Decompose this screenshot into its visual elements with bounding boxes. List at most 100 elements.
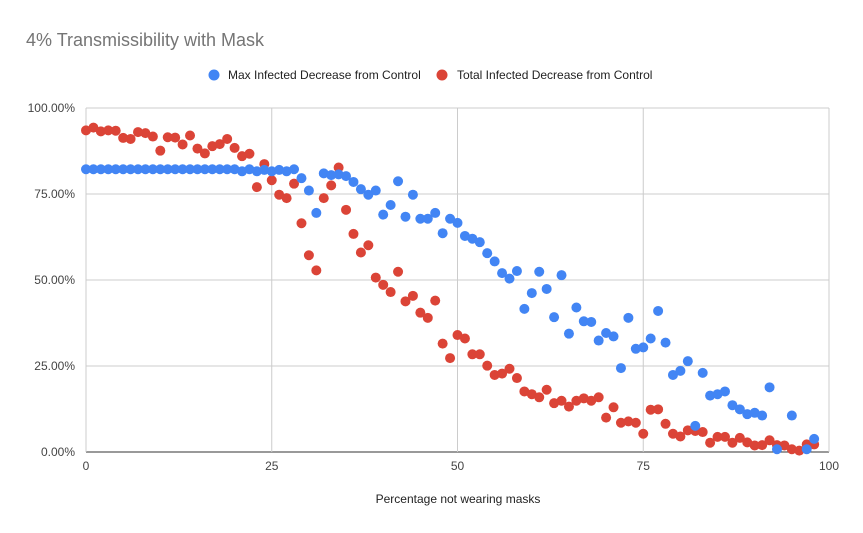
total-infected-point <box>318 193 329 204</box>
total-infected-point <box>497 368 508 379</box>
total-infected-point <box>727 437 738 448</box>
total-infected-point <box>311 265 322 276</box>
total-infected-point <box>370 272 381 283</box>
total-infected-point <box>385 287 396 298</box>
y-tick-label: 25.00% <box>34 359 75 373</box>
max-infected-point <box>355 184 366 195</box>
max-infected-point <box>690 420 701 431</box>
max-infected-point <box>593 335 604 346</box>
total-infected-point <box>437 338 448 349</box>
total-infected-point <box>697 427 708 438</box>
max-infected-point <box>289 164 300 175</box>
total-infected-point <box>534 392 545 403</box>
max-infected-point <box>103 164 114 175</box>
max-infected-point <box>675 365 686 376</box>
max-infected-point <box>348 176 359 187</box>
total-infected-point <box>95 126 106 137</box>
x-tick-label: 50 <box>451 459 465 473</box>
total-infected-point <box>638 428 649 439</box>
max-infected-point <box>504 273 515 284</box>
max-infected-point <box>571 302 582 313</box>
total-infected-point <box>244 148 255 159</box>
total-infected-point <box>563 401 574 412</box>
total-infected-point <box>103 125 114 136</box>
legend-label-total: Total Infected Decrease from Control <box>457 68 652 82</box>
legend-item-total[interactable]: Total Infected Decrease from Control <box>436 68 653 82</box>
max-infected-point <box>578 316 589 327</box>
total-infected-point <box>147 131 158 142</box>
max-infected-point <box>660 337 671 348</box>
legend-label-max: Max Infected Decrease from Control <box>228 68 421 82</box>
max-infected-point <box>452 217 463 228</box>
total-infected-point <box>794 445 805 456</box>
max-infected-point <box>497 268 508 279</box>
total-infected-point <box>192 143 203 154</box>
y-tick-label: 50.00% <box>34 273 75 287</box>
max-infected-point <box>311 207 322 218</box>
total-infected-point <box>333 162 344 173</box>
max-infected-point <box>177 164 188 175</box>
total-infected-point <box>407 290 418 301</box>
total-infected-point <box>459 333 470 344</box>
max-infected-point <box>801 444 812 455</box>
total-infected-point <box>719 431 730 442</box>
max-infected-point <box>407 189 418 200</box>
max-infected-point <box>415 213 426 224</box>
max-infected-point <box>764 382 775 393</box>
max-infected-point <box>682 356 693 367</box>
y-axis-ticks: 0.00% 25.00% 50.00% 75.00% 100.00% <box>28 101 76 459</box>
max-infected-point <box>170 164 181 175</box>
max-infected-point <box>133 164 144 175</box>
max-infected-point <box>192 164 203 175</box>
total-infected-point <box>229 142 240 153</box>
x-axis-label: Percentage not wearing masks <box>376 492 541 506</box>
max-infected-point <box>385 200 396 211</box>
total-infected-point <box>363 240 374 251</box>
total-infected-point <box>608 402 619 413</box>
max-infected-point <box>771 444 782 455</box>
max-infected-point <box>81 164 91 175</box>
max-infected-point <box>110 164 121 175</box>
total-infected-point <box>341 204 352 215</box>
max-infected-point <box>207 164 218 175</box>
max-infected-point <box>296 173 307 184</box>
total-infected-point <box>734 432 745 443</box>
max-infected-point <box>638 342 649 353</box>
max-infected-point <box>630 343 641 354</box>
max-infected-point <box>519 303 530 314</box>
max-infected-point <box>556 270 567 281</box>
total-infected-point <box>630 417 641 428</box>
total-infected-point <box>133 127 144 138</box>
total-infected-point <box>110 125 121 136</box>
x-tick-label: 0 <box>83 459 90 473</box>
legend-item-max[interactable]: Max Infected Decrease from Control <box>208 68 421 82</box>
total-infected-point <box>749 440 760 451</box>
total-infected-point <box>177 139 188 150</box>
total-infected-point <box>162 132 173 143</box>
legend-marker-max <box>208 69 220 81</box>
total-infected-point <box>274 189 285 200</box>
total-infected-point <box>757 440 768 451</box>
total-infected-point <box>452 330 463 341</box>
total-infected-point <box>185 130 196 141</box>
total-infected-point <box>593 392 604 403</box>
max-infected-point <box>199 164 210 175</box>
max-infected-point <box>147 164 158 175</box>
total-infected-point <box>378 279 389 290</box>
total-infected-point <box>348 228 359 239</box>
max-infected-point <box>88 164 99 175</box>
total-infected-point <box>155 145 166 156</box>
total-infected-point <box>251 182 262 193</box>
total-infected-point <box>786 444 797 455</box>
max-infected-point <box>474 237 485 248</box>
max-infected-point <box>719 386 730 397</box>
max-infected-point <box>757 410 768 421</box>
total-infected-point <box>430 295 441 306</box>
total-infected-point <box>422 312 433 323</box>
total-infected-point <box>705 437 716 448</box>
total-infected-point <box>653 404 664 415</box>
max-infected-point <box>786 410 797 421</box>
chart-title: 4% Transmissibility with Mask <box>26 30 265 50</box>
total-infected-point <box>303 250 314 261</box>
